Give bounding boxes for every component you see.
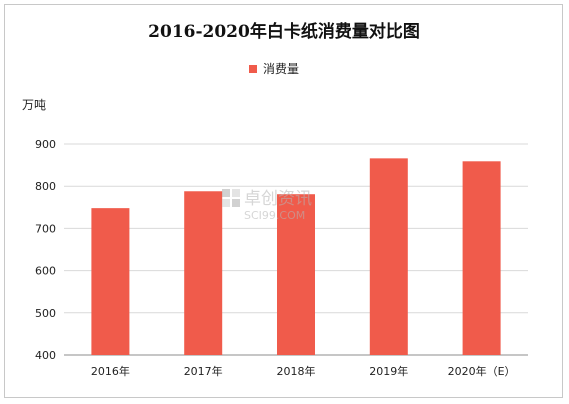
- y-tick-label: 800: [35, 180, 56, 193]
- legend: 消费量: [249, 62, 299, 76]
- legend-label: 消费量: [263, 62, 299, 76]
- y-tick-labels: 400 500 600 700 800 900: [35, 138, 56, 362]
- watermark-subtext: SCI99.COM: [244, 209, 305, 222]
- x-tick-label: 2020年（E）: [448, 364, 516, 378]
- legend-swatch: [249, 65, 257, 73]
- x-tick-labels: 2016年 2017年 2018年 2019年 2020年（E）: [91, 364, 516, 378]
- x-tick-label: 2018年: [277, 364, 316, 378]
- y-tick-label: 900: [35, 138, 56, 151]
- watermark-text: 卓创资讯: [244, 189, 312, 209]
- x-tick-label: 2017年: [184, 364, 223, 378]
- bar: [369, 158, 408, 355]
- watermark: 卓创资讯 SCI99.COM: [222, 189, 312, 222]
- bar: [91, 208, 130, 355]
- watermark-logo-icon: [222, 189, 240, 207]
- y-tick-label: 600: [35, 265, 56, 278]
- x-tick-label: 2016年: [91, 364, 130, 378]
- x-tick-label: 2019年: [369, 364, 408, 378]
- bar: [462, 161, 501, 355]
- y-tick-label: 500: [35, 307, 56, 320]
- y-tick-label: 400: [35, 349, 56, 362]
- bar: [184, 191, 223, 355]
- y-axis-unit-label: 万吨: [22, 98, 46, 112]
- bars: [91, 158, 501, 355]
- gridlines: [64, 143, 528, 356]
- bar: [277, 194, 315, 355]
- y-tick-label: 700: [35, 222, 56, 235]
- chart-title: 2016-2020年白卡纸消费量对比图: [148, 21, 420, 42]
